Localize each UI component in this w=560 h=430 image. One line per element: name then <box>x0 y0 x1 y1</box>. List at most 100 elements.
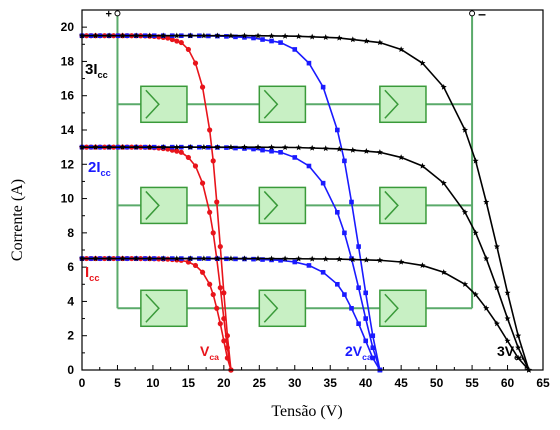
data-point <box>370 355 376 361</box>
data-point <box>292 47 298 52</box>
data-point <box>419 59 426 66</box>
data-point <box>192 262 199 269</box>
data-point <box>504 315 511 322</box>
data-point <box>119 143 126 150</box>
pv-module-symbol <box>384 293 399 323</box>
series-square <box>79 33 383 373</box>
data-point <box>160 255 167 262</box>
data-point <box>472 291 479 298</box>
x-tick-label: 35 <box>324 376 338 390</box>
data-point <box>398 46 405 53</box>
data-point <box>295 33 302 39</box>
data-point <box>217 243 223 250</box>
data-point <box>342 230 347 236</box>
data-point <box>254 255 262 262</box>
data-point <box>483 305 490 311</box>
data-point <box>363 256 370 263</box>
data-point <box>119 32 126 39</box>
x-tick-label: 40 <box>359 376 373 390</box>
x-axis-ticks: 0 5 10 15 20 25 30 35 40 45 50 55 60 65 <box>79 365 550 390</box>
data-point <box>214 255 221 262</box>
data-point <box>133 143 140 150</box>
data-point <box>282 32 289 39</box>
data-point <box>504 289 511 296</box>
y-tick-label: 8 <box>67 226 74 240</box>
data-point <box>472 229 479 236</box>
data-point <box>185 154 191 161</box>
y-tick-label: 20 <box>61 20 75 34</box>
data-point <box>227 32 234 39</box>
y-tick-label: 2 <box>67 329 74 343</box>
data-point <box>185 46 191 53</box>
data-point <box>106 255 113 262</box>
data-point <box>192 60 199 66</box>
data-point <box>133 255 140 262</box>
module-array-diagram: + – <box>105 5 486 328</box>
data-point <box>322 255 329 262</box>
y-tick-label: 16 <box>61 89 75 103</box>
x-tick-label: 25 <box>253 376 267 390</box>
data-point <box>376 257 383 263</box>
y-axis-label: Corrente (A) <box>9 179 26 261</box>
data-point <box>335 281 340 287</box>
pv-module <box>140 186 188 225</box>
data-point <box>515 354 522 361</box>
data-point <box>363 290 368 296</box>
data-point <box>133 32 140 39</box>
data-point <box>376 149 383 155</box>
data-point <box>200 255 207 262</box>
data-point <box>322 34 329 40</box>
series-line <box>82 257 381 371</box>
data-point <box>199 180 206 186</box>
data-point <box>363 316 368 321</box>
data-point <box>210 230 216 236</box>
data-point <box>254 32 262 39</box>
data-point <box>233 34 238 40</box>
data-point <box>214 32 221 39</box>
data-point <box>461 281 469 287</box>
data-point <box>207 127 213 133</box>
data-point <box>146 143 153 150</box>
x-tick-label: 0 <box>79 376 86 390</box>
data-point <box>260 257 265 262</box>
data-point <box>419 162 426 169</box>
data-point <box>160 143 167 150</box>
y-tick-label: 4 <box>67 294 74 308</box>
data-point <box>242 35 247 40</box>
data-point <box>398 154 405 161</box>
data-point <box>306 263 312 268</box>
pv-module-symbol <box>145 190 160 220</box>
data-point <box>370 333 376 339</box>
data-point <box>221 290 227 296</box>
x-tick-label: 60 <box>501 376 515 390</box>
data-point <box>292 155 298 160</box>
data-point <box>440 269 447 275</box>
y-tick-label: 6 <box>67 260 74 274</box>
data-point <box>199 269 206 275</box>
pv-module-symbol <box>145 293 160 323</box>
pv-module-symbol <box>263 190 279 220</box>
y-axis-ticks: 0 2 4 6 8 10 12 14 16 18 20 <box>61 20 87 377</box>
data-point <box>92 143 99 150</box>
data-point <box>309 144 316 151</box>
data-point <box>227 143 234 150</box>
data-point <box>322 145 329 152</box>
pv-module-symbol <box>263 89 279 119</box>
data-point <box>349 305 354 311</box>
y-tick-label: 12 <box>61 157 75 171</box>
data-point <box>320 180 326 186</box>
data-point <box>398 258 405 265</box>
data-point <box>342 158 347 164</box>
data-point <box>309 255 316 262</box>
data-point <box>207 209 213 215</box>
pv-module <box>258 186 307 225</box>
x-tick-label: 10 <box>146 376 160 390</box>
y-tick-label: 18 <box>61 54 75 68</box>
y-tick-label: 10 <box>61 192 75 206</box>
data-point <box>174 38 180 44</box>
data-point <box>363 37 370 44</box>
data-point <box>254 143 262 150</box>
data-point <box>356 321 361 327</box>
data-point <box>268 32 275 39</box>
data-point <box>483 198 490 205</box>
